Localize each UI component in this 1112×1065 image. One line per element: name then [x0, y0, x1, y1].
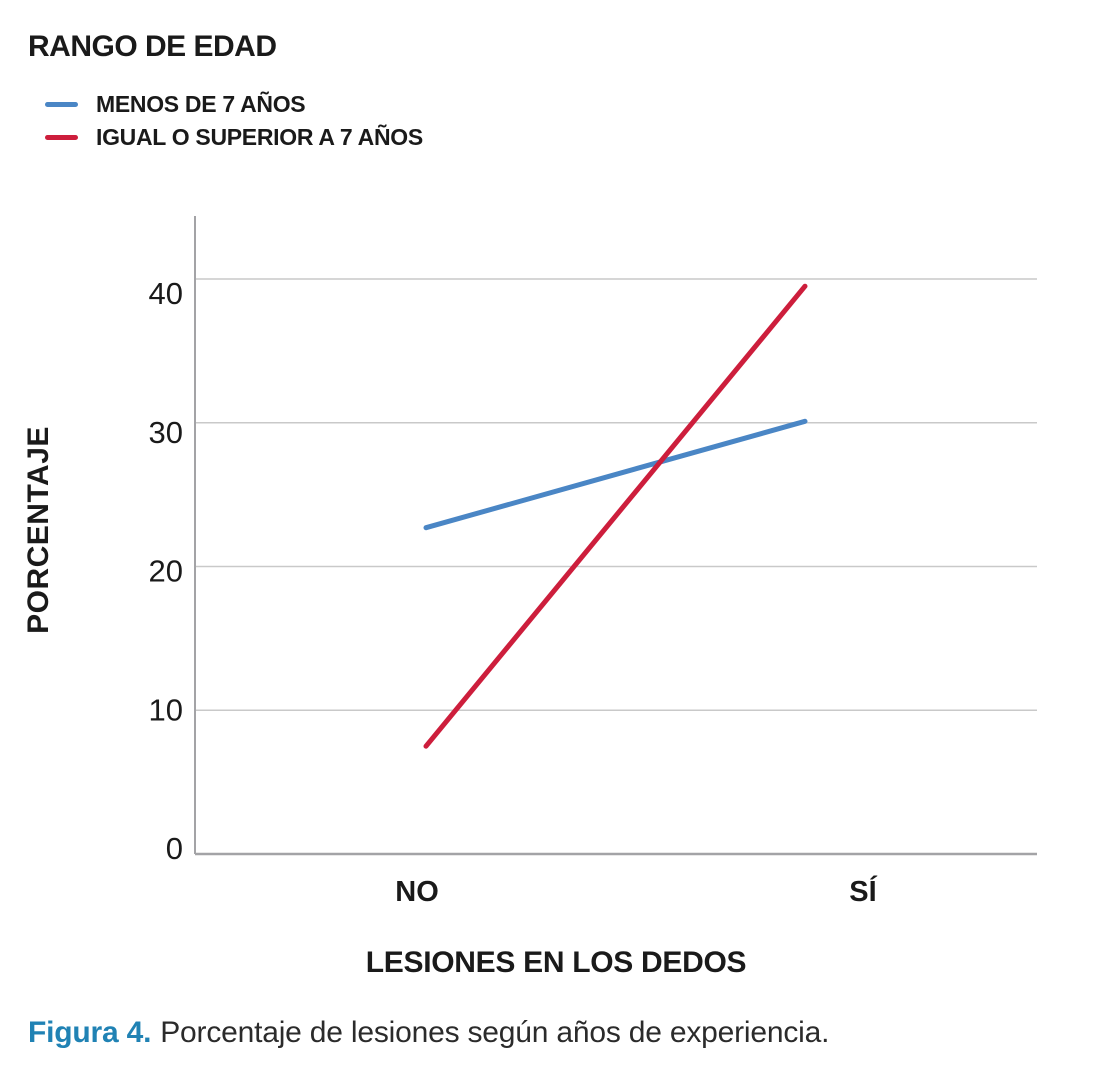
legend-label: IGUAL O SUPERIOR A 7 AÑOS [96, 124, 423, 150]
series-line-menos-7 [423, 418, 808, 531]
y-tick-label-0: 0 [166, 831, 183, 866]
legend-title: RANGO DE EDAD [28, 30, 277, 63]
x-axis-title: LESIONES EN LOS DEDOS [365, 946, 747, 979]
legend: MENOS DE 7 AÑOS IGUAL O SUPERIOR A 7 AÑO… [45, 88, 423, 154]
y-axis-title: PORCENTAJE [22, 426, 55, 634]
legend-line-swatch-blue [45, 102, 78, 107]
figure-caption-text: Porcentaje de lesiones según años de exp… [160, 1016, 830, 1049]
legend-line-swatch-red [45, 135, 78, 140]
legend-item-menos-7: MENOS DE 7 AÑOS [45, 88, 423, 121]
y-tick-label-20: 20 [149, 554, 183, 589]
y-tick-label-30: 30 [149, 415, 183, 450]
y-tick-label-40: 40 [149, 276, 183, 311]
x-category-label-si: SÍ [849, 874, 877, 908]
figure-caption: Figura 4. Porcentaje de lesiones según añ… [28, 1016, 829, 1050]
figure-caption-label: Figura 4. [28, 1016, 152, 1049]
legend-item-igual-superior-7: IGUAL O SUPERIOR A 7 AÑOS [45, 121, 423, 154]
series-line-igual-superior-7 [423, 283, 808, 749]
x-category-label-no: NO [395, 876, 439, 908]
y-tick-label-10: 10 [149, 692, 183, 727]
legend-label: MENOS DE 7 AÑOS [96, 91, 306, 117]
